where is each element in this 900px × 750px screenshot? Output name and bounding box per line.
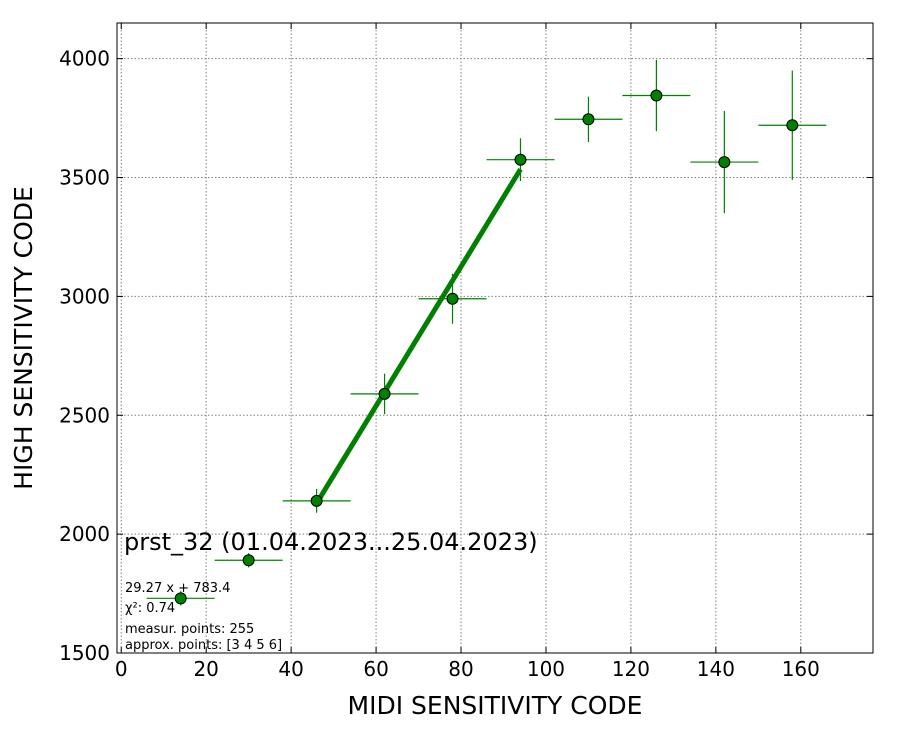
data-point — [622, 59, 691, 132]
annotation-measured-points: measur. points: 255 — [125, 622, 254, 637]
data-point — [486, 138, 555, 182]
y-tick-label: 2000 — [59, 522, 110, 546]
chart-title: prst_32 (01.04.2023...25.04.2023) — [124, 528, 538, 556]
plot-frame — [116, 22, 874, 654]
data-point — [214, 553, 283, 568]
data-marker — [718, 156, 731, 169]
data-marker — [582, 113, 595, 126]
annotation-chi-square: χ²: 0.74 — [125, 601, 175, 616]
x-tick-label: 120 — [612, 657, 650, 681]
annotation-approx-points: approx. points: [3 4 5 6] — [125, 638, 282, 653]
x-tick-label: 160 — [782, 657, 820, 681]
data-point — [350, 373, 419, 415]
x-tick-label: 40 — [278, 657, 303, 681]
x-tick-label: 140 — [697, 657, 735, 681]
y-tick-label: 2500 — [59, 403, 110, 427]
tick-layer: 0 20 40 60 80 100 120 140 160 1500 2000 2500 3000 350… — [59, 23, 873, 681]
data-marker — [310, 494, 323, 507]
x-tick-label: 60 — [363, 657, 388, 681]
data-marker — [514, 153, 527, 166]
data-marker — [242, 554, 255, 567]
data-point — [690, 110, 759, 214]
data-marker — [786, 119, 799, 132]
data-point — [554, 96, 623, 142]
y-tick-label: 3000 — [59, 284, 110, 308]
data-marker — [378, 387, 391, 400]
x-tick-label: 0 — [115, 657, 128, 681]
data-point — [146, 591, 215, 606]
data-point — [282, 488, 351, 513]
data-marker — [446, 292, 459, 305]
data-marker — [650, 89, 663, 102]
y-axis-label: HIGH SENSITIVITY CODE — [9, 186, 38, 490]
y-tick-label: 4000 — [59, 47, 110, 71]
grid-lines — [117, 23, 873, 654]
x-tick-label: 100 — [527, 657, 565, 681]
annotation-fit-equation: 29.27 x + 783.4 — [125, 581, 230, 596]
data-point — [418, 273, 487, 324]
x-tick-label: 80 — [448, 657, 473, 681]
data-points-layer — [146, 59, 827, 606]
x-axis-label: MIDI SENSITIVITY CODE — [348, 691, 643, 720]
fit-layer — [314, 167, 523, 505]
data-marker — [174, 592, 187, 605]
x-tick-label: 20 — [193, 657, 218, 681]
fit-line — [314, 167, 523, 505]
y-tick-label: 1500 — [59, 641, 110, 665]
y-tick-label: 3500 — [59, 166, 110, 190]
data-point — [758, 70, 827, 180]
